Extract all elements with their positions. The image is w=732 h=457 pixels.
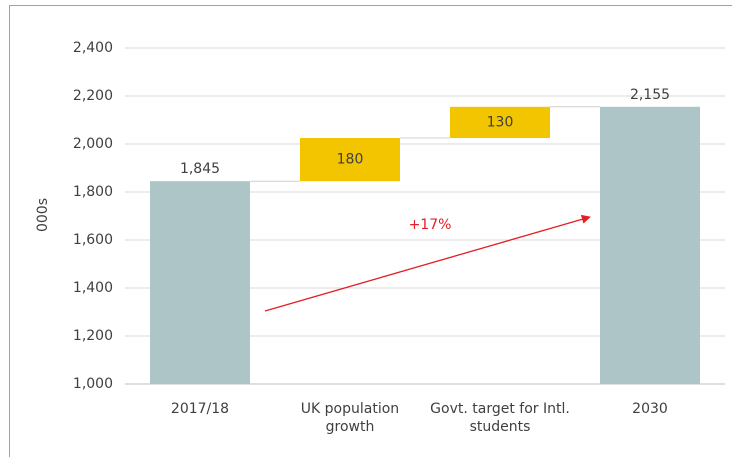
y-tick-label: 1,200	[73, 328, 113, 344]
value-label: 1,845	[180, 161, 220, 177]
bar	[300, 138, 400, 182]
y-tick-label: 2,400	[73, 40, 113, 56]
y-tick-label: 1,800	[73, 184, 113, 200]
value-label: 130	[487, 114, 514, 130]
y-tick-label: 2,000	[73, 136, 113, 152]
x-tick-label: 2030	[632, 401, 668, 417]
bar	[600, 106, 700, 385]
y-tick-label: 1,000	[73, 376, 113, 392]
x-tick-label: Govt. target for Intl. students	[430, 401, 570, 435]
x-tick-label: 2017/18	[170, 401, 230, 417]
frame	[9, 5, 732, 457]
growth-arrow	[264, 214, 591, 312]
y-axis-label: 000s	[35, 198, 51, 232]
y-tick-label: 1,400	[73, 280, 113, 296]
annotation: +17%	[409, 217, 452, 233]
y-tick-label: 2,200	[73, 88, 113, 104]
value-label: 180	[337, 152, 364, 168]
y-tick-label: 1,600	[73, 232, 113, 248]
bar	[150, 181, 250, 384]
value-label: 2,155	[630, 87, 670, 103]
x-tick-label: UK population growth	[300, 401, 400, 435]
bar	[450, 106, 550, 138]
